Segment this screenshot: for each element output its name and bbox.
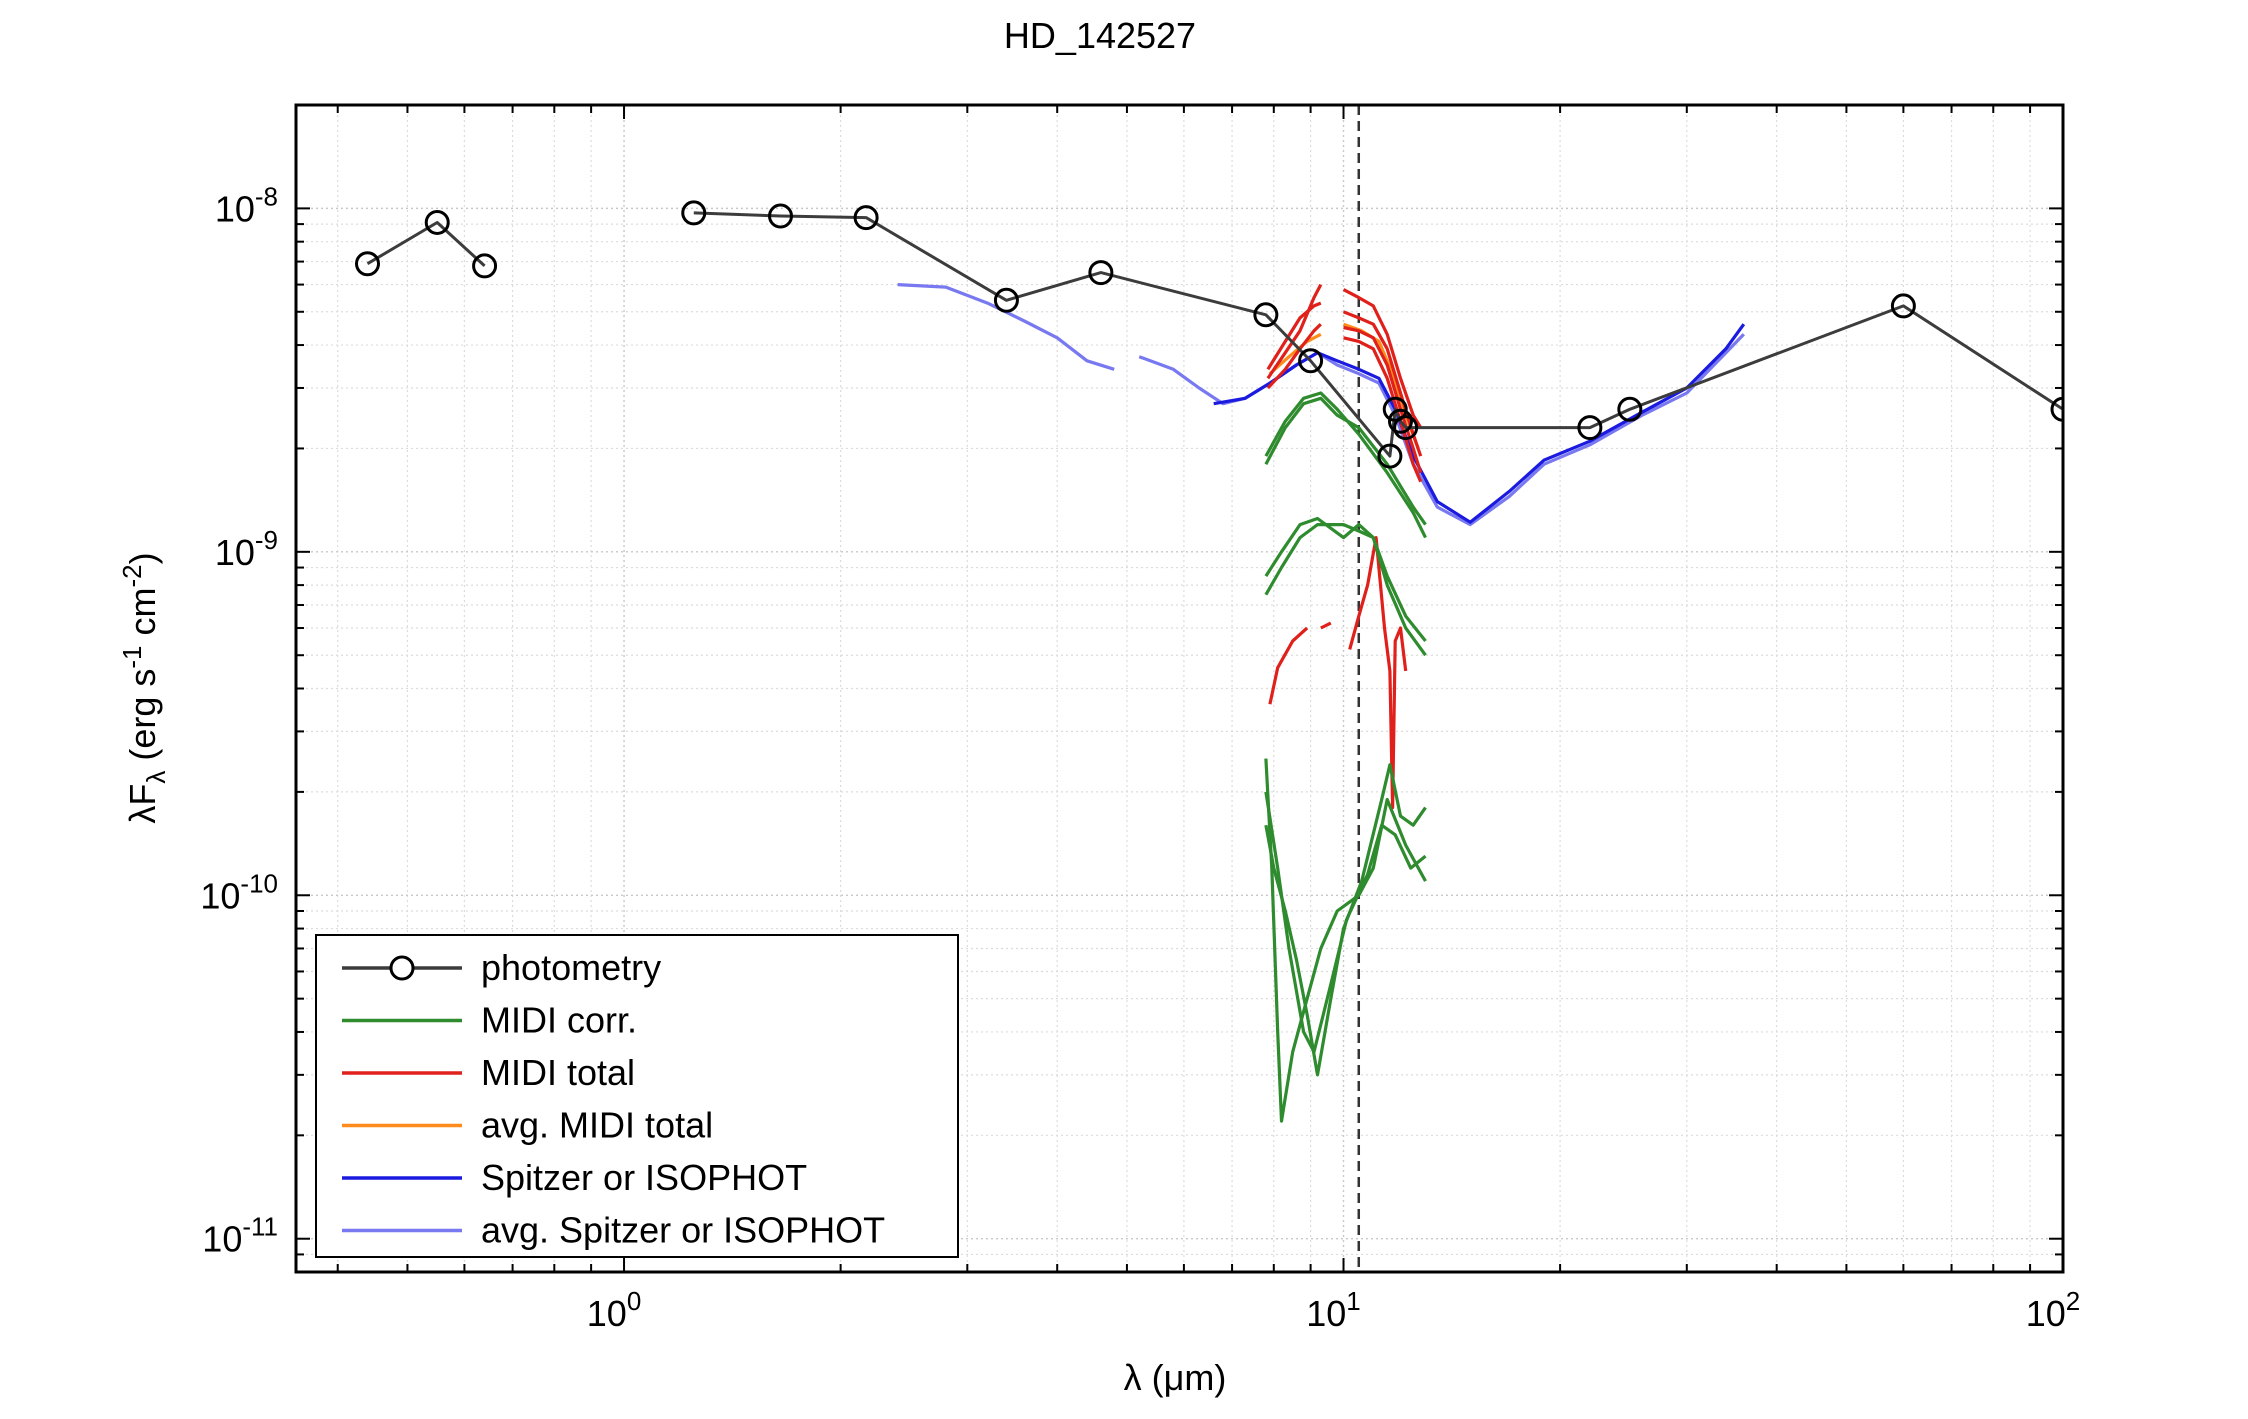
data-point	[1890, 293, 1916, 319]
data-point	[768, 203, 794, 229]
legend-item: photometry	[342, 947, 661, 988]
legend-item: avg. Spitzer or ISOPHOT	[342, 1210, 885, 1251]
data-point	[1298, 348, 1324, 374]
series-midi-corr-	[1264, 391, 1427, 1123]
series-line	[1320, 621, 1332, 630]
data-point	[355, 251, 381, 277]
data-point	[853, 205, 879, 231]
data-point	[993, 287, 1019, 313]
legend-label: avg. MIDI total	[481, 1105, 713, 1146]
series-line	[1264, 758, 1427, 1123]
x-tick-label: 101	[1306, 1286, 1361, 1334]
x-axis-label: λ (μm)	[1124, 1357, 1227, 1398]
data-point	[2050, 396, 2063, 422]
series-line	[1264, 391, 1427, 539]
y-tick-label: 10-10	[200, 868, 278, 916]
chart-title: HD_142527	[1004, 15, 1196, 56]
series-line	[1343, 325, 1423, 474]
series-line	[1264, 791, 1427, 1054]
legend-label: avg. Spitzer or ISOPHOT	[481, 1210, 885, 1251]
series-line	[1266, 301, 1322, 371]
series-group	[355, 200, 2063, 1123]
series-line	[366, 221, 486, 268]
legend-item: Spitzer or ISOPHOT	[342, 1157, 807, 1198]
legend-item: MIDI total	[342, 1052, 635, 1093]
legend: photometry MIDI corr. MIDI total avg. MIDI …	[315, 934, 959, 1258]
legend-label: MIDI corr.	[481, 1000, 637, 1041]
legend-box	[315, 934, 959, 1258]
series-photometry	[355, 200, 2063, 469]
y-tick-label: 10-11	[202, 1212, 278, 1260]
x-tick-label: 102	[2026, 1286, 2081, 1334]
legend-item: MIDI corr.	[342, 1000, 637, 1041]
legend-marker-icon	[389, 955, 415, 981]
data-point	[1088, 260, 1114, 286]
data-point	[1387, 408, 1413, 434]
legend-label: Spitzer or ISOPHOT	[481, 1157, 807, 1198]
y-tick-label: 10-8	[215, 181, 278, 229]
y-tick-label: 10-9	[215, 525, 278, 573]
series-line	[1268, 626, 1309, 705]
data-point	[472, 253, 498, 279]
data-point	[1382, 396, 1408, 422]
data-point	[1393, 415, 1419, 441]
legend-item: avg. MIDI total	[342, 1105, 713, 1146]
series-line	[1343, 336, 1423, 483]
series-line	[693, 211, 2063, 458]
series-line	[1264, 522, 1427, 657]
series-line	[1266, 283, 1323, 380]
series-line	[1342, 288, 1423, 429]
series-line	[897, 283, 1115, 371]
series-line	[1213, 323, 1746, 524]
data-point	[1253, 302, 1279, 328]
x-tick-label: 100	[587, 1286, 642, 1334]
axis-ticks: 100 101 102 10-8 10-9 10-10 10-11	[200, 104, 2081, 1334]
data-point	[1377, 443, 1403, 469]
series-line	[1264, 516, 1427, 642]
data-point	[681, 200, 707, 226]
data-point	[424, 209, 450, 235]
series-line	[1264, 396, 1427, 526]
legend-label: MIDI total	[481, 1052, 635, 1093]
legend-label: photometry	[481, 947, 661, 988]
data-point	[1617, 396, 1643, 422]
y-axis-label: λFλ (erg s-1 cm-2)	[117, 552, 171, 823]
series-spitzer-or-isophot	[1213, 323, 1746, 524]
series-line	[1348, 535, 1408, 810]
data-point	[1577, 415, 1603, 441]
